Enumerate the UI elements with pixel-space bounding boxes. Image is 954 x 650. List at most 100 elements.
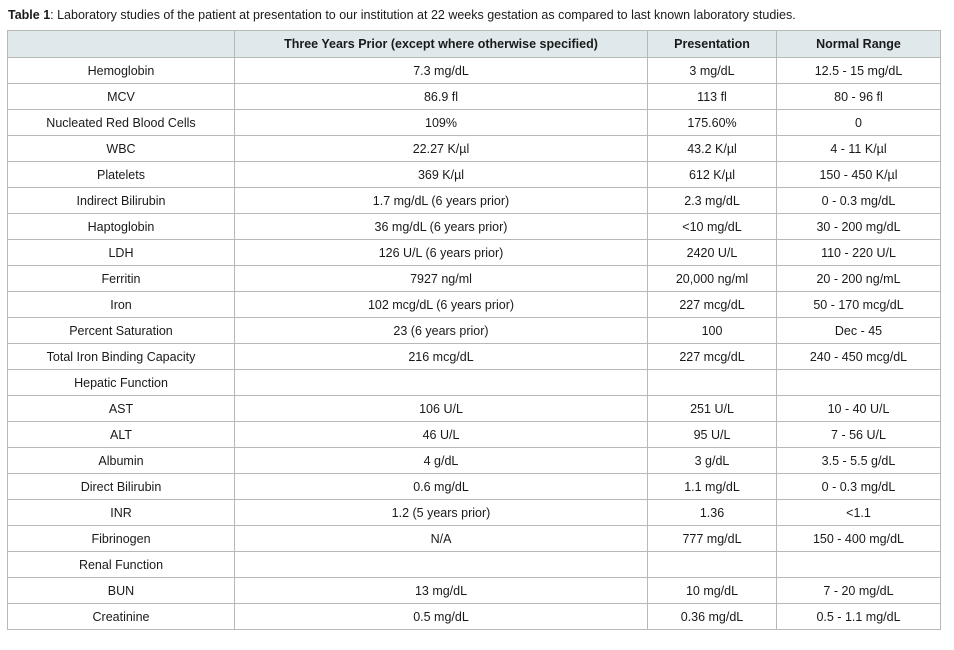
cell-three-years-prior [234,369,648,396]
cell-presentation: 175.60% [647,109,777,136]
cell-three-years-prior: 0.6 mg/dL [234,473,648,500]
cell-test-name: BUN [7,577,235,604]
table-row: AST 106 U/L 251 U/L 10 - 40 U/L [7,395,941,422]
table-row: Percent Saturation 23 (6 years prior) 100 D… [7,317,941,344]
table-row: INR 1.2 (5 years prior) 1.36 <1.1 [7,499,941,526]
cell-presentation: 227 mcg/dL [647,343,777,370]
table-body: Hemoglobin 7.3 mg/dL 3 mg/dL 12.5 - 15 mg/d… [7,57,941,630]
header-normal-range: Normal Range [776,30,941,58]
cell-test-name: ALT [7,421,235,448]
cell-normal-range: 3.5 - 5.5 g/dL [776,447,941,474]
cell-test-name: Indirect Bilirubin [7,187,235,214]
cell-three-years-prior: 106 U/L [234,395,648,422]
cell-normal-range: 0 - 0.3 mg/dL [776,473,941,500]
cell-normal-range: 0 [776,109,941,136]
cell-test-name: Haptoglobin [7,213,235,240]
cell-three-years-prior: 46 U/L [234,421,648,448]
cell-presentation: 3 g/dL [647,447,777,474]
table-header: Three Years Prior (except where otherwis… [7,30,941,58]
cell-normal-range: 7 - 20 mg/dL [776,577,941,604]
cell-presentation: 3 mg/dL [647,57,777,84]
cell-presentation [647,551,777,578]
cell-test-name: INR [7,499,235,526]
cell-test-name: LDH [7,239,235,266]
table-row: Hepatic Function [7,369,941,396]
cell-presentation: 43.2 K/µl [647,135,777,162]
cell-three-years-prior: 369 K/µl [234,161,648,188]
cell-three-years-prior: 86.9 fl [234,83,648,110]
cell-three-years-prior: 36 mg/dL (6 years prior) [234,213,648,240]
header-presentation: Presentation [647,30,777,58]
cell-three-years-prior: 23 (6 years prior) [234,317,648,344]
cell-normal-range: 150 - 450 K/µl [776,161,941,188]
table-row: Haptoglobin 36 mg/dL (6 years prior) <10 m… [7,213,941,240]
cell-test-name: WBC [7,135,235,162]
table-row: WBC 22.27 K/µl 43.2 K/µl 4 - 11 K/µl [7,135,941,162]
cell-three-years-prior: 7.3 mg/dL [234,57,648,84]
cell-three-years-prior: 7927 ng/ml [234,265,648,292]
cell-test-name: Iron [7,291,235,318]
cell-normal-range: Dec - 45 [776,317,941,344]
cell-presentation: 100 [647,317,777,344]
cell-presentation: 1.1 mg/dL [647,473,777,500]
table-row: Ferritin 7927 ng/ml 20,000 ng/ml 20 - 200 n… [7,265,941,292]
cell-three-years-prior: 109% [234,109,648,136]
cell-test-name: Fibrinogen [7,525,235,552]
cell-three-years-prior: 13 mg/dL [234,577,648,604]
cell-normal-range: <1.1 [776,499,941,526]
cell-three-years-prior: 126 U/L (6 years prior) [234,239,648,266]
header-test-name [7,30,235,58]
header-row: Three Years Prior (except where otherwis… [7,30,941,58]
cell-three-years-prior [234,551,648,578]
cell-normal-range: 10 - 40 U/L [776,395,941,422]
cell-normal-range: 0 - 0.3 mg/dL [776,187,941,214]
cell-normal-range: 150 - 400 mg/dL [776,525,941,552]
cell-three-years-prior: 1.7 mg/dL (6 years prior) [234,187,648,214]
cell-test-name: MCV [7,83,235,110]
cell-three-years-prior: 0.5 mg/dL [234,603,648,630]
cell-normal-range [776,551,941,578]
cell-presentation: 95 U/L [647,421,777,448]
cell-normal-range: 0.5 - 1.1 mg/dL [776,603,941,630]
cell-normal-range [776,369,941,396]
table-row: LDH 126 U/L (6 years prior) 2420 U/L 110 - … [7,239,941,266]
cell-presentation: 2.3 mg/dL [647,187,777,214]
cell-test-name: Nucleated Red Blood Cells [7,109,235,136]
cell-test-name: Ferritin [7,265,235,292]
cell-three-years-prior: 22.27 K/µl [234,135,648,162]
table-row: Total Iron Binding Capacity 216 mcg/dL 227… [7,343,941,370]
cell-presentation: 251 U/L [647,395,777,422]
header-three-years-prior: Three Years Prior (except where otherwis… [234,30,648,58]
cell-three-years-prior: N/A [234,525,648,552]
cell-presentation: 20,000 ng/ml [647,265,777,292]
table-row: Fibrinogen N/A 777 mg/dL 150 - 400 mg/dL [7,525,941,552]
lab-results-table: Three Years Prior (except where otherwis… [7,30,941,630]
table-row: Platelets 369 K/µl 612 K/µl 150 - 450 K/µl [7,161,941,188]
cell-presentation: 2420 U/L [647,239,777,266]
cell-normal-range: 7 - 56 U/L [776,421,941,448]
cell-presentation: <10 mg/dL [647,213,777,240]
cell-test-name: AST [7,395,235,422]
cell-presentation: 227 mcg/dL [647,291,777,318]
cell-normal-range: 80 - 96 fl [776,83,941,110]
cell-normal-range: 30 - 200 mg/dL [776,213,941,240]
cell-test-name: Percent Saturation [7,317,235,344]
table-row: ALT 46 U/L 95 U/L 7 - 56 U/L [7,421,941,448]
cell-presentation: 612 K/µl [647,161,777,188]
table-row: Iron 102 mcg/dL (6 years prior) 227 mcg/dL… [7,291,941,318]
cell-test-name: Creatinine [7,603,235,630]
table-row: Hemoglobin 7.3 mg/dL 3 mg/dL 12.5 - 15 mg/d… [7,57,941,84]
cell-presentation: 777 mg/dL [647,525,777,552]
caption-label: Table 1 [8,8,51,22]
table-row: Indirect Bilirubin 1.7 mg/dL (6 years pri… [7,187,941,214]
cell-three-years-prior: 1.2 (5 years prior) [234,499,648,526]
table-caption: Table 1: Laboratory studies of the patie… [8,7,796,23]
cell-test-name: Hemoglobin [7,57,235,84]
table-row: Renal Function [7,551,941,578]
cell-three-years-prior: 216 mcg/dL [234,343,648,370]
table-row: BUN 13 mg/dL 10 mg/dL 7 - 20 mg/dL [7,577,941,604]
cell-normal-range: 4 - 11 K/µl [776,135,941,162]
cell-test-name: Total Iron Binding Capacity [7,343,235,370]
cell-test-name: Renal Function [7,551,235,578]
caption-text: : Laboratory studies of the patient at p… [50,8,796,22]
